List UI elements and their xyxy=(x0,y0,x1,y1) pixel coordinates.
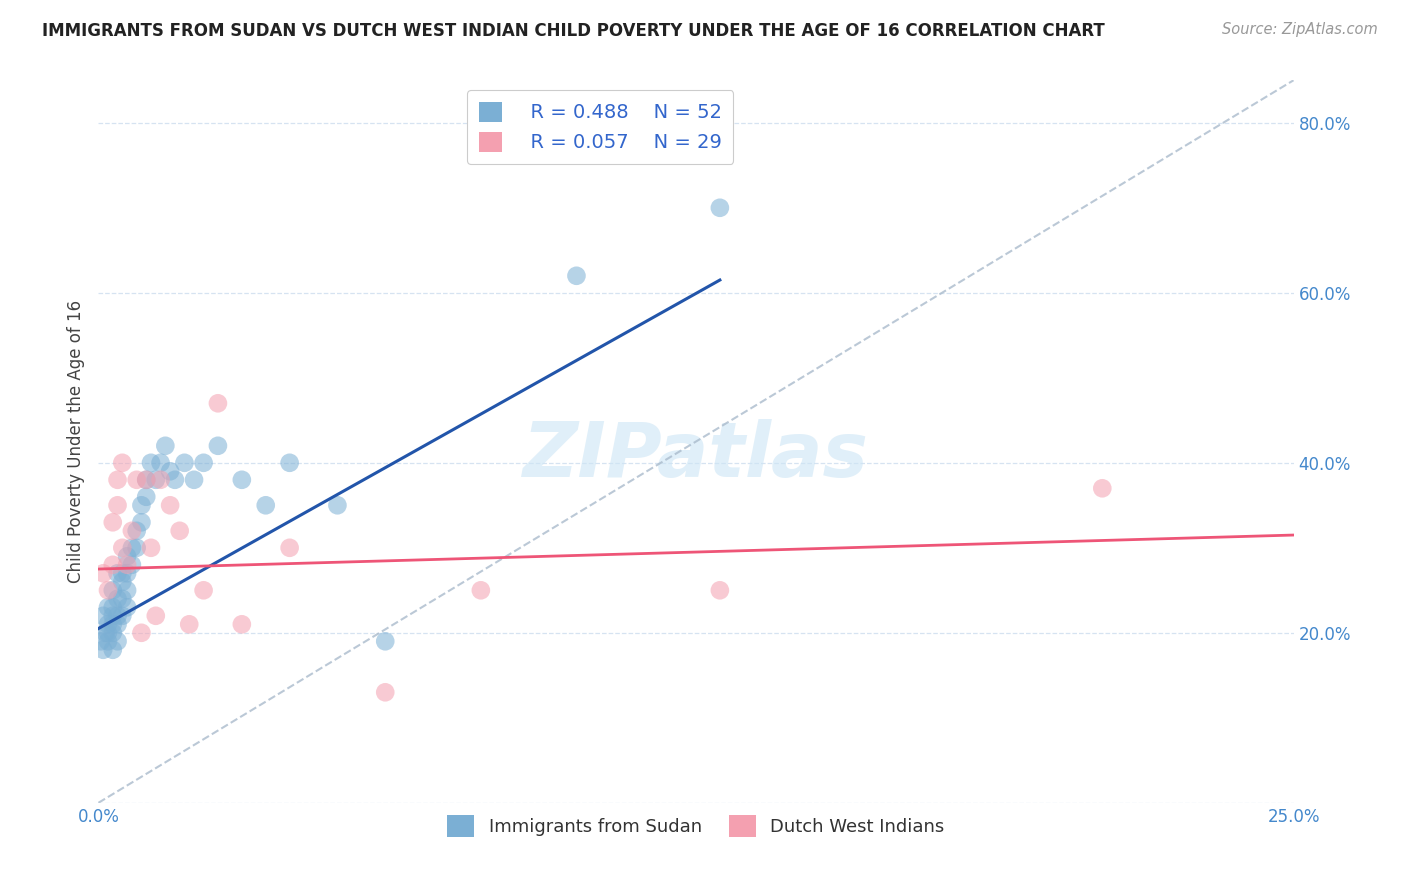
Point xyxy=(91,642,114,657)
Point xyxy=(149,473,172,487)
Point xyxy=(111,591,134,606)
Point xyxy=(111,608,134,623)
Point xyxy=(139,456,162,470)
Point xyxy=(90,634,112,648)
Point xyxy=(131,516,153,530)
Legend: Immigrants from Sudan, Dutch West Indians: Immigrants from Sudan, Dutch West Indian… xyxy=(440,808,952,845)
Point xyxy=(709,583,731,598)
Point xyxy=(101,642,124,657)
Point xyxy=(101,558,124,572)
Point xyxy=(145,608,167,623)
Point xyxy=(135,473,157,487)
Point xyxy=(107,498,129,512)
Point xyxy=(169,524,191,538)
Point xyxy=(101,625,124,640)
Point xyxy=(179,617,201,632)
Point xyxy=(121,558,143,572)
Point xyxy=(125,473,148,487)
Point xyxy=(97,600,120,615)
Point xyxy=(1091,481,1114,495)
Point xyxy=(565,268,588,283)
Point xyxy=(111,456,134,470)
Point xyxy=(207,396,229,410)
Point xyxy=(231,473,253,487)
Point xyxy=(107,608,129,623)
Point xyxy=(101,600,124,615)
Point xyxy=(135,473,157,487)
Point xyxy=(125,524,148,538)
Point xyxy=(149,456,172,470)
Point xyxy=(97,634,120,648)
Point xyxy=(97,617,120,632)
Point xyxy=(111,541,134,555)
Point xyxy=(107,473,129,487)
Point xyxy=(374,685,396,699)
Point xyxy=(145,473,167,487)
Point xyxy=(107,566,129,581)
Point xyxy=(159,498,181,512)
Point xyxy=(135,490,157,504)
Point xyxy=(111,566,134,581)
Text: IMMIGRANTS FROM SUDAN VS DUTCH WEST INDIAN CHILD POVERTY UNDER THE AGE OF 16 COR: IMMIGRANTS FROM SUDAN VS DUTCH WEST INDI… xyxy=(42,22,1105,40)
Point xyxy=(101,583,124,598)
Point xyxy=(131,498,153,512)
Y-axis label: Child Poverty Under the Age of 16: Child Poverty Under the Age of 16 xyxy=(66,300,84,583)
Point xyxy=(91,608,114,623)
Point xyxy=(115,549,138,564)
Point xyxy=(163,473,186,487)
Point xyxy=(107,617,129,632)
Point xyxy=(155,439,177,453)
Point xyxy=(125,541,148,555)
Point xyxy=(183,473,205,487)
Point xyxy=(326,498,349,512)
Point xyxy=(101,617,124,632)
Point xyxy=(159,464,181,478)
Point xyxy=(101,516,124,530)
Point xyxy=(121,541,143,555)
Point xyxy=(470,583,492,598)
Point xyxy=(97,583,120,598)
Point xyxy=(207,439,229,453)
Point xyxy=(173,456,195,470)
Point xyxy=(254,498,277,512)
Point xyxy=(709,201,731,215)
Point xyxy=(131,625,153,640)
Point xyxy=(91,566,114,581)
Point xyxy=(193,583,215,598)
Point xyxy=(231,617,253,632)
Point xyxy=(115,566,138,581)
Point xyxy=(115,558,138,572)
Point xyxy=(115,583,138,598)
Point xyxy=(139,541,162,555)
Point xyxy=(107,591,129,606)
Point xyxy=(107,634,129,648)
Text: ZIPatlas: ZIPatlas xyxy=(523,419,869,493)
Text: Source: ZipAtlas.com: Source: ZipAtlas.com xyxy=(1222,22,1378,37)
Point xyxy=(111,574,134,589)
Point xyxy=(101,608,124,623)
Point xyxy=(278,541,301,555)
Point xyxy=(115,600,138,615)
Point xyxy=(94,625,117,640)
Point xyxy=(193,456,215,470)
Point xyxy=(97,625,120,640)
Point xyxy=(121,524,143,538)
Point xyxy=(278,456,301,470)
Point xyxy=(374,634,396,648)
